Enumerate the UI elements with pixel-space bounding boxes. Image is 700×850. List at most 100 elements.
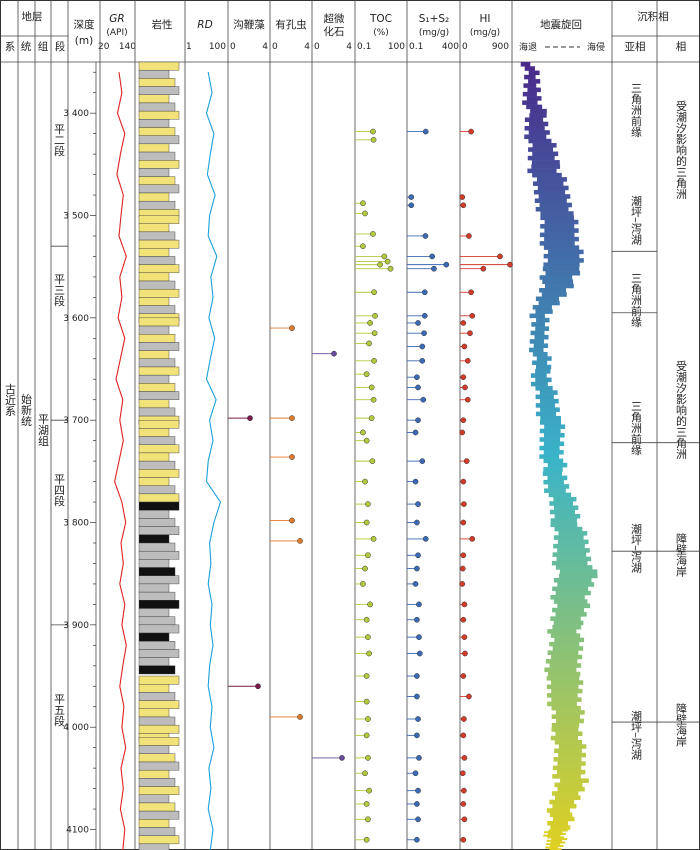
toc-point xyxy=(365,755,371,761)
member-header: 段 xyxy=(55,40,66,53)
cycle-band xyxy=(551,654,583,660)
cycle-band xyxy=(532,360,548,366)
lithology-bed xyxy=(138,641,176,650)
cycle-band xyxy=(535,296,559,302)
cycle-band xyxy=(535,394,554,400)
toc-point xyxy=(371,289,377,296)
lithology-bed xyxy=(138,802,176,812)
toc-point xyxy=(363,673,370,679)
depth-header: 深度 xyxy=(74,18,95,31)
toc-point xyxy=(363,732,370,739)
lithology-bed xyxy=(138,317,180,327)
cycle-band xyxy=(520,62,531,67)
hi-point xyxy=(460,519,467,526)
lithology-bed xyxy=(138,794,170,804)
nanno-point xyxy=(339,755,345,761)
toc-point xyxy=(360,200,366,207)
nanno-scale-max: 4 xyxy=(346,42,352,52)
lithology-bed xyxy=(138,657,170,666)
cycle-band xyxy=(545,846,559,849)
subfacies-label-4: 三角洲前缘 xyxy=(630,401,643,456)
member-label-p5: 平五段 xyxy=(53,694,66,728)
facies-label-2: 受潮汐影响的三角洲 xyxy=(675,360,688,459)
cycle-band xyxy=(557,582,595,587)
cycle-band xyxy=(547,836,564,839)
cycle-band xyxy=(547,258,584,263)
lithology-bed xyxy=(138,827,176,836)
hi-point xyxy=(468,128,474,135)
series-header: 统 xyxy=(21,40,32,53)
cycle-band xyxy=(557,603,591,609)
lithology-bed xyxy=(138,192,170,202)
cycle-band xyxy=(547,650,579,656)
lithology-bed xyxy=(138,608,170,617)
cycle-band xyxy=(550,518,577,523)
cycle-band xyxy=(531,381,548,387)
cycle-band xyxy=(543,450,564,455)
s12-point xyxy=(420,396,427,403)
s12-point xyxy=(422,233,429,239)
toc-point xyxy=(367,320,373,326)
foram-header: 有孔虫 xyxy=(275,18,307,31)
cycle-band xyxy=(539,202,572,208)
cycle-transgression-label: 海侵 xyxy=(587,41,605,53)
hi-unit: (mg/g) xyxy=(470,28,500,38)
s12-point xyxy=(412,770,419,777)
foram-point xyxy=(289,517,295,524)
cycle-band xyxy=(540,407,560,412)
cycle-band xyxy=(532,351,548,357)
cycle-band xyxy=(546,684,579,690)
cycle-band xyxy=(555,590,591,596)
hi-point xyxy=(460,616,467,623)
cycle-band xyxy=(535,309,553,314)
s12-unit: (mg/g) xyxy=(419,28,449,38)
dino-scale-min: 0 xyxy=(230,42,236,52)
rd-curve xyxy=(205,72,222,850)
s12-scale-min: 0.1 xyxy=(409,42,423,52)
toc-point xyxy=(363,616,370,623)
s12-point xyxy=(412,478,419,485)
subfacies-header: 亚相 xyxy=(625,40,646,53)
lithology-bed xyxy=(138,86,180,95)
lithology-bed xyxy=(138,231,176,241)
cycle-band xyxy=(528,347,544,353)
cycle-band xyxy=(546,658,578,664)
hi-point xyxy=(461,816,468,823)
cycle-band xyxy=(549,501,574,506)
lithology-bed xyxy=(138,675,180,685)
hi-point xyxy=(460,673,467,679)
cycle-band xyxy=(538,194,571,199)
cycle-band xyxy=(539,232,575,238)
s12-header: S₁+S₂ xyxy=(419,13,450,25)
depth-tick-label: 4 000 xyxy=(63,723,89,733)
cycle-band xyxy=(550,735,578,741)
subfacies-label-6: 潮坪–泻湖 xyxy=(630,709,643,761)
lithology-bed xyxy=(138,835,180,845)
toc-point xyxy=(377,261,383,268)
cycle-band xyxy=(553,496,577,502)
cycle-band xyxy=(535,206,569,212)
cycle-band xyxy=(551,838,568,841)
cycle-band xyxy=(547,821,569,826)
lithology-bed xyxy=(138,135,180,145)
cycle-band xyxy=(552,552,587,557)
cycle-band xyxy=(522,91,537,97)
hi-point xyxy=(468,289,474,296)
toc-point xyxy=(362,478,368,485)
cycle-band xyxy=(530,373,547,378)
toc-point xyxy=(362,210,368,217)
s12-point xyxy=(415,816,421,823)
s12-point xyxy=(416,755,422,761)
lithology-bed xyxy=(138,583,170,593)
hi-point xyxy=(480,265,487,272)
toc-point xyxy=(368,415,375,421)
cycle-band xyxy=(549,663,582,668)
lithology-bed xyxy=(138,550,180,560)
cycle-band xyxy=(536,177,567,182)
cycle-band xyxy=(536,356,552,361)
cycle-band xyxy=(538,300,560,306)
toc-point xyxy=(384,258,391,265)
cycle-band xyxy=(531,322,545,327)
lithology-bed xyxy=(138,160,180,169)
